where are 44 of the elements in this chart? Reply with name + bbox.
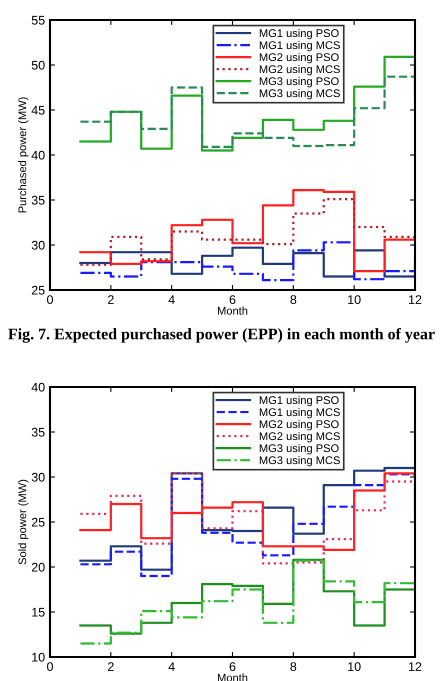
y-tick-label: 35 (32, 428, 45, 437)
y-tick-label: 30 (32, 472, 45, 482)
x-tick-label: 4 (168, 662, 175, 671)
y-axis-title: Purchased power (MW) (18, 97, 28, 212)
y-tick-label: 25 (32, 286, 45, 295)
y-tick-label: 45 (32, 106, 45, 115)
y-tick-label: 10 (32, 652, 45, 662)
y-tick-label: 30 (32, 240, 45, 250)
legend-label: MG3 using PSO (260, 76, 339, 88)
y-tick-label: 40 (32, 150, 45, 160)
x-tick-label: 0 (47, 295, 53, 304)
legend-label: MG2 using PSO (260, 420, 339, 430)
legend-label: MG1 using PSO (260, 396, 339, 406)
legend-label: MG2 using MCS (260, 64, 340, 76)
x-tick-label: 2 (108, 295, 114, 304)
y-tick-label: 25 (32, 518, 45, 527)
x-axis-title: Month (218, 306, 248, 315)
x-tick-label: 12 (409, 295, 422, 304)
x-tick-label: 6 (230, 295, 236, 304)
legend-label: MG2 using PSO (260, 52, 339, 64)
x-tick-label: 10 (348, 662, 361, 672)
y-tick-label: 15 (32, 608, 45, 617)
x-tick-label: 2 (108, 662, 114, 671)
x-tick-label: 4 (168, 295, 175, 304)
y-tick-label: 55 (32, 16, 45, 25)
legend-label: MG2 using MCS (260, 432, 340, 442)
legend-label: MG3 using MCS (260, 89, 340, 100)
x-tick-label: 0 (47, 662, 53, 672)
caption: Fig. 7. Expected purchased power (EPP) in each month of year (8, 328, 435, 343)
legend-label: MG1 using MCS (260, 40, 340, 52)
y-axis-title: Sold power (MW) (18, 480, 28, 564)
x-tick-label: 6 (230, 662, 236, 672)
x-tick-label: 8 (290, 295, 296, 304)
x-tick-label: 8 (290, 662, 296, 672)
y-tick-label: 20 (32, 562, 45, 572)
legend-label: MG1 using PSO (260, 28, 339, 40)
y-tick-label: 40 (32, 382, 45, 392)
legend-label: MG3 using MCS (260, 456, 340, 466)
legend-label: MG3 using PSO (260, 444, 339, 454)
y-tick-label: 50 (32, 60, 45, 70)
x-tick-label: 10 (348, 295, 361, 304)
y-tick-label: 35 (32, 196, 45, 205)
x-tick-label: 12 (409, 662, 422, 671)
legend-label: MG1 using MCS (260, 408, 340, 418)
